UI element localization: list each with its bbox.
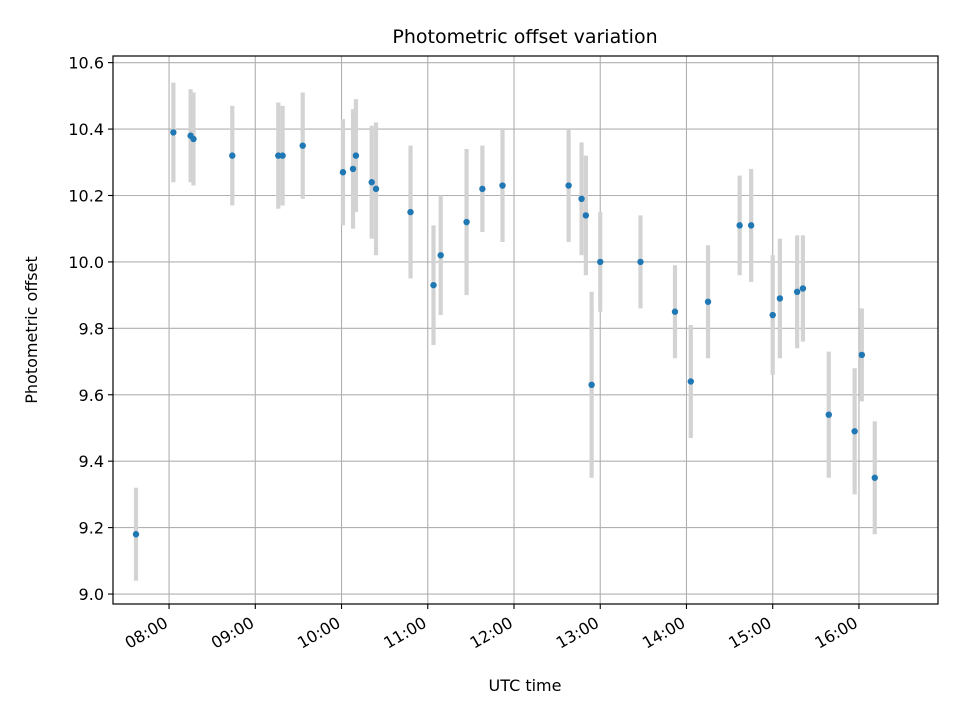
data-point bbox=[858, 351, 866, 359]
data-point bbox=[368, 179, 375, 186]
y-tick-label: 9.4 bbox=[79, 452, 104, 471]
data-point bbox=[825, 411, 832, 418]
data-point bbox=[736, 222, 743, 229]
data-point bbox=[747, 222, 755, 229]
data-point bbox=[578, 195, 585, 203]
data-point bbox=[597, 258, 604, 266]
y-tick-label: 10.4 bbox=[68, 120, 104, 139]
data-point bbox=[565, 182, 572, 189]
data-point bbox=[582, 212, 590, 219]
data-point bbox=[588, 381, 595, 388]
data-point bbox=[793, 288, 801, 296]
data-point bbox=[871, 474, 878, 481]
data-point bbox=[704, 298, 712, 305]
data-point bbox=[132, 531, 140, 538]
data-point bbox=[637, 258, 644, 266]
data-point bbox=[430, 281, 437, 289]
y-tick-label: 10.0 bbox=[68, 253, 104, 272]
data-point bbox=[499, 182, 506, 189]
data-point bbox=[776, 295, 784, 302]
y-tick-label: 10.6 bbox=[68, 54, 104, 73]
data-point bbox=[229, 152, 236, 159]
data-point bbox=[799, 285, 807, 292]
data-point bbox=[190, 135, 197, 143]
x-axis-title: UTC time bbox=[489, 676, 562, 695]
data-point bbox=[170, 129, 177, 136]
data-point bbox=[352, 152, 360, 159]
data-point bbox=[349, 165, 357, 173]
chart-title: Photometric offset variation bbox=[392, 26, 657, 48]
plot-frame bbox=[112, 55, 939, 605]
data-point bbox=[687, 378, 694, 385]
data-point bbox=[339, 169, 347, 176]
grid-layer bbox=[113, 56, 938, 604]
y-tick-label: 9.6 bbox=[79, 386, 104, 405]
data-point bbox=[299, 142, 306, 149]
y-tick-label: 9.8 bbox=[79, 319, 104, 338]
data-point bbox=[479, 185, 486, 193]
y-tick-label: 9.2 bbox=[79, 519, 104, 538]
point-layer bbox=[132, 129, 878, 538]
data-point bbox=[279, 152, 286, 159]
y-axis: 9.0 9.2 9.4 9.6 9.8 10.0 10.2 10.4 10.6 bbox=[68, 54, 113, 604]
data-point bbox=[851, 428, 858, 435]
data-point bbox=[463, 218, 470, 226]
y-tick-label: 9.0 bbox=[79, 585, 104, 604]
data-point bbox=[407, 208, 414, 216]
data-point bbox=[372, 185, 380, 193]
data-point bbox=[769, 311, 776, 319]
data-point bbox=[437, 252, 444, 259]
data-point bbox=[671, 308, 679, 315]
y-axis-title: Photometric offset bbox=[22, 256, 41, 404]
y-tick-label: 10.2 bbox=[68, 186, 104, 205]
